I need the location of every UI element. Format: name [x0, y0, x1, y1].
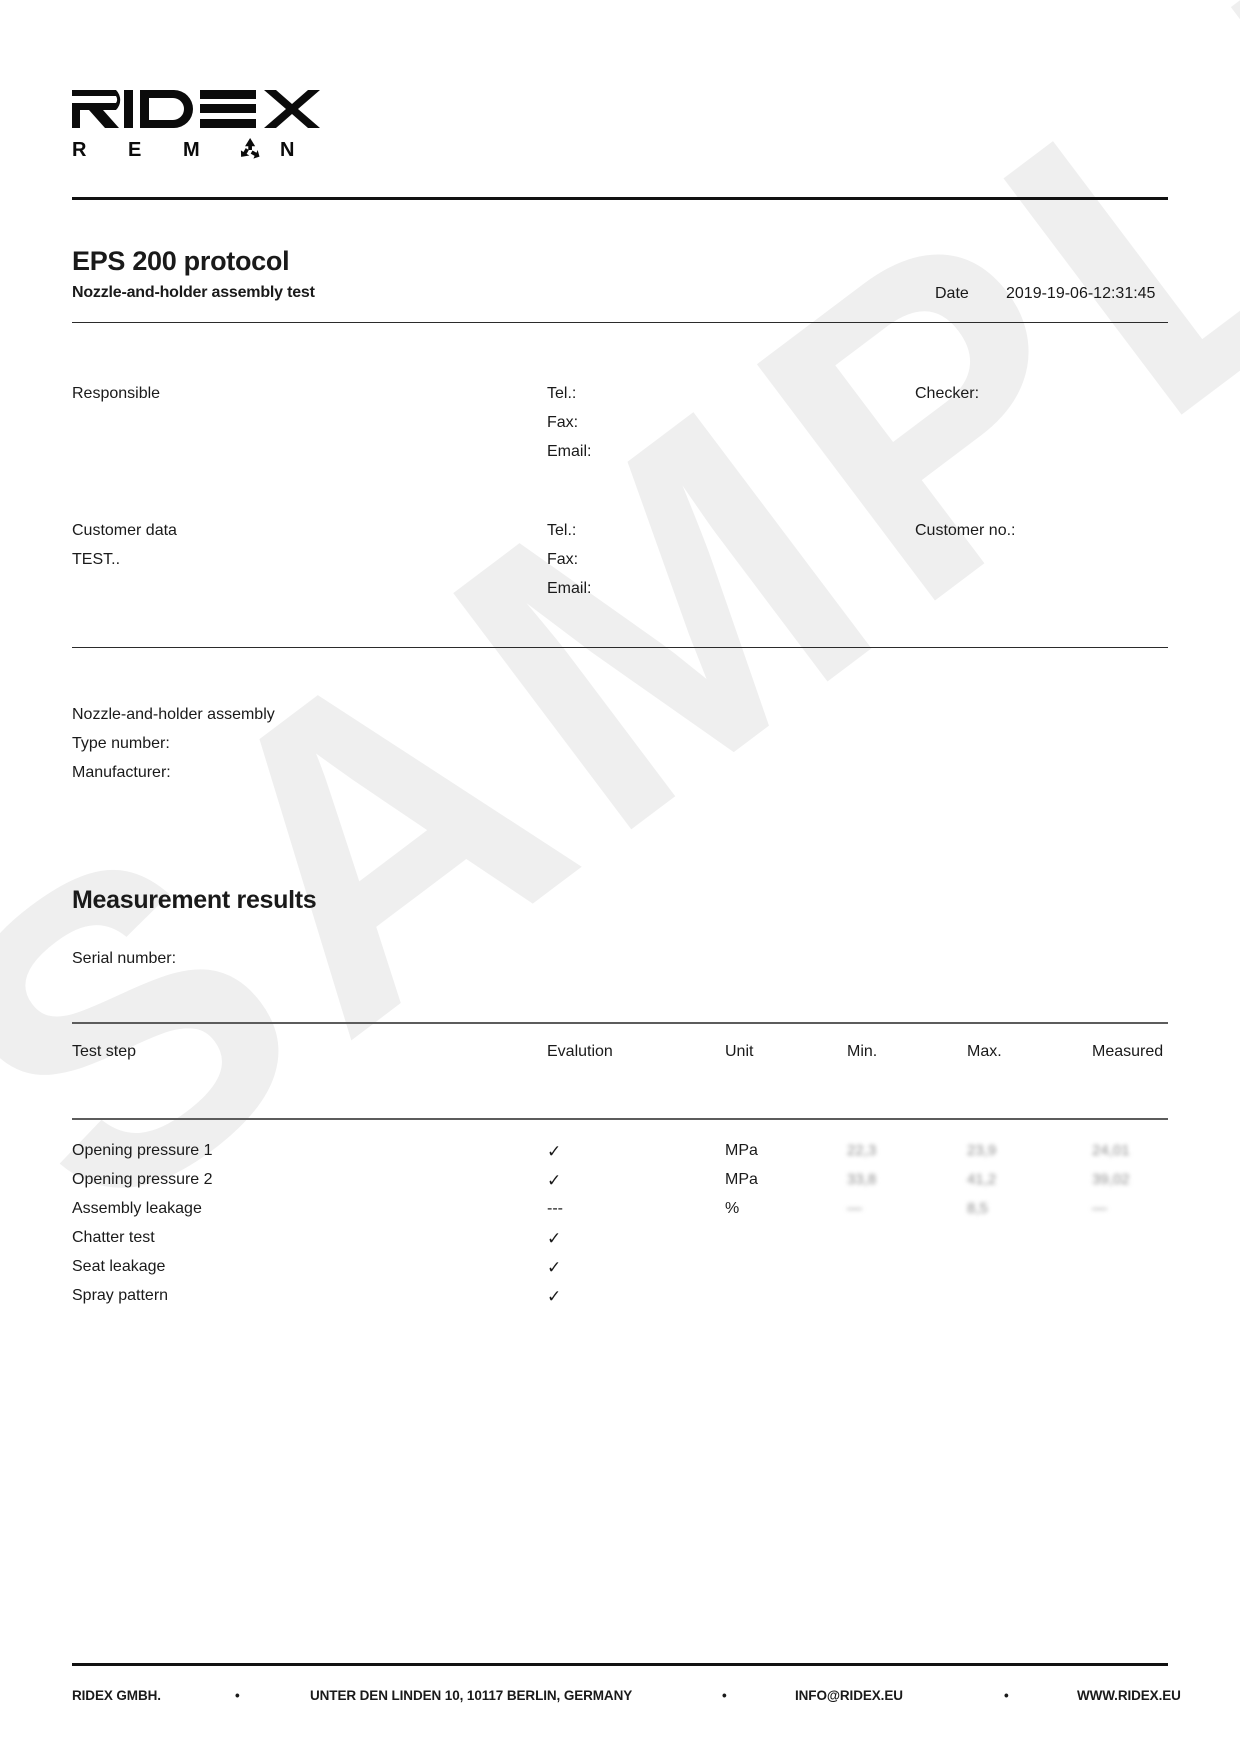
cell-test-step: Assembly leakage: [72, 1200, 202, 1217]
customer-email-label: Email:: [547, 580, 592, 597]
checker-label: Checker:: [915, 385, 980, 402]
cell-unit: MPa: [725, 1142, 758, 1159]
table-row: Spray pattern ✓: [72, 1287, 1168, 1316]
date-value: 2019-19-06-12:31:45: [1006, 285, 1156, 302]
responsible-contact-column: Tel.: Fax: Email:: [547, 379, 591, 466]
ridex-wordmark-icon: [72, 90, 320, 128]
header-divider: [72, 197, 1168, 200]
table-header-divider: [72, 1118, 1168, 1120]
footer-website[interactable]: WWW.RIDEX.EU: [1077, 1688, 1181, 1703]
footer-separator: •: [722, 1688, 727, 1703]
cell-max: 8,5: [967, 1200, 988, 1217]
cell-min: 22,3: [847, 1142, 877, 1159]
cell-measured: —: [1092, 1200, 1107, 1217]
ridex-logo: R E M N: [72, 88, 322, 162]
responsible-tel-label: Tel.:: [547, 385, 577, 402]
column-header-max: Max.: [967, 1043, 1002, 1060]
cell-min: —: [847, 1200, 862, 1217]
cell-test-step: Seat leakage: [72, 1258, 166, 1275]
table-top-divider: [72, 1022, 1168, 1024]
cell-evaluation: ✓: [547, 1229, 562, 1248]
cell-evaluation: ✓: [547, 1171, 562, 1190]
svg-text:M: M: [183, 139, 200, 161]
customer-no-column: Customer no.:: [915, 516, 1015, 574]
customer-no-value: [915, 545, 1015, 574]
footer-separator: •: [1004, 1688, 1009, 1703]
customer-column: Customer data TEST..: [72, 516, 177, 574]
cell-evaluation: ---: [547, 1200, 563, 1217]
customer-fax-label: Fax:: [547, 551, 579, 568]
svg-text:N: N: [280, 139, 294, 161]
table-row: Opening pressure 2 ✓ MPa 33,8 41,2 39,02: [72, 1171, 1168, 1200]
table-row: Seat leakage ✓: [72, 1258, 1168, 1287]
footer-email[interactable]: INFO@RIDEX.EU: [795, 1688, 903, 1703]
date-label: Date: [935, 285, 969, 302]
customer-tel-label: Tel.:: [547, 522, 577, 539]
column-header-evaluation: Evalution: [547, 1043, 613, 1060]
table-header-row: Test step Evalution Unit Min. Max. Measu…: [72, 1043, 1168, 1083]
responsible-column: Responsible: [72, 379, 160, 437]
footer-company: RIDEX GMBH.: [72, 1688, 161, 1703]
customer-data-value: TEST..: [72, 551, 121, 568]
footer-address: UNTER DEN LINDEN 10, 10117 BERLIN, GERMA…: [310, 1688, 633, 1703]
table-body: Opening pressure 1 ✓ MPa 22,3 23,9 24,01…: [72, 1142, 1168, 1316]
cell-measured: 39,02: [1092, 1171, 1130, 1188]
page-title: EPS 200 protocol: [72, 246, 290, 276]
recycle-icon: [240, 138, 260, 159]
page-subtitle: Nozzle-and-holder assembly test: [72, 284, 315, 301]
cell-test-step: Opening pressure 1: [72, 1142, 213, 1159]
cell-unit: %: [725, 1200, 740, 1217]
cell-evaluation: ✓: [547, 1258, 562, 1277]
cell-evaluation: ✓: [547, 1142, 562, 1161]
contact-divider: [72, 647, 1168, 649]
table-row: Chatter test ✓: [72, 1229, 1168, 1258]
customer-contact-column: Tel.: Fax: Email:: [547, 516, 591, 603]
checker-value: [915, 408, 979, 437]
table-header: Test step Evalution Unit Min. Max. Measu…: [72, 1043, 1168, 1083]
assembly-column: Nozzle-and-holder assembly Type number: …: [72, 700, 275, 787]
page-footer: RIDEX GMBH. • UNTER DEN LINDEN 10, 10117…: [72, 1688, 1181, 1712]
svg-text:R: R: [72, 139, 87, 161]
column-header-min: Min.: [847, 1043, 878, 1060]
customer-data-label: Customer data: [72, 522, 177, 539]
serial-number-label: Serial number:: [72, 950, 177, 967]
footer-separator: •: [235, 1688, 240, 1703]
column-header-test-step: Test step: [72, 1043, 137, 1060]
responsible-label: Responsible: [72, 385, 161, 402]
cell-test-step: Opening pressure 2: [72, 1171, 213, 1188]
footer-divider: [72, 1663, 1168, 1666]
checker-column: Checker:: [915, 379, 979, 437]
svg-text:E: E: [128, 139, 141, 161]
cell-test-step: Chatter test: [72, 1229, 155, 1246]
cell-unit: MPa: [725, 1171, 758, 1188]
assembly-title: Nozzle-and-holder assembly: [72, 706, 275, 723]
measurement-results-table: Test step Evalution Unit Min. Max. Measu…: [72, 1043, 1168, 1316]
column-header-unit: Unit: [725, 1043, 754, 1060]
column-header-measured: Measured: [1092, 1043, 1164, 1060]
cell-measured: 24,01: [1092, 1142, 1130, 1159]
cell-test-step: Spray pattern: [72, 1287, 169, 1304]
table-row: Assembly leakage --- % — 8,5 —: [72, 1200, 1168, 1229]
assembly-manufacturer-label: Manufacturer:: [72, 764, 171, 781]
measurement-results-heading: Measurement results: [72, 886, 317, 914]
customer-no-label: Customer no.:: [915, 522, 1016, 539]
responsible-email-label: Email:: [547, 443, 592, 460]
cell-max: 41,2: [967, 1171, 997, 1188]
assembly-type-number-label: Type number:: [72, 735, 170, 752]
title-divider: [72, 322, 1168, 324]
cell-evaluation: ✓: [547, 1287, 562, 1306]
responsible-value: [72, 408, 160, 437]
cell-min: 33,8: [847, 1171, 877, 1188]
cell-max: 23,9: [967, 1142, 997, 1159]
responsible-fax-label: Fax:: [547, 414, 579, 431]
reman-sublogo-icon: R E M N: [72, 138, 294, 161]
table-row: Opening pressure 1 ✓ MPa 22,3 23,9 24,01: [72, 1142, 1168, 1171]
